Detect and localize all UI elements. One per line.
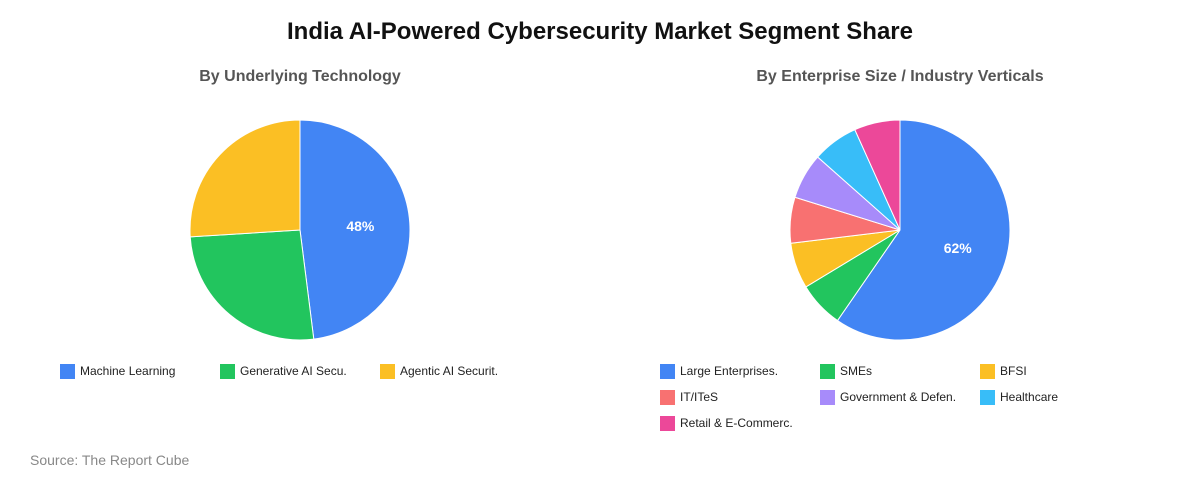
- pie-slice-0-2: [189, 119, 301, 238]
- legend-swatch: [60, 363, 75, 379]
- legend-technology: Machine Learning Generative AI Secu. Agent…: [60, 362, 580, 442]
- legend-label: Generative AI Secu.: [240, 364, 347, 378]
- page-title: India AI-Powered Cybersecurity Market Se…: [287, 18, 913, 45]
- pie-slice-1-0: [836, 119, 1011, 341]
- pie-slice-0-0: [299, 119, 411, 340]
- pie-slice-0-1: [189, 229, 315, 341]
- legend-item-0-1: Generative AI Secu.: [220, 362, 347, 380]
- pie-slice-1-6: [854, 119, 901, 231]
- legend-label: Government & Defen.: [840, 390, 957, 404]
- legend-item-1-5: Healthcare: [980, 388, 1058, 406]
- legend-label: SMEs: [840, 364, 873, 378]
- legend-swatch: [820, 389, 835, 405]
- pie-chart-enterprise: 62%: [789, 119, 1011, 341]
- legend-label: Large Enterprises.: [680, 364, 779, 378]
- legend-swatch: [980, 389, 995, 405]
- legend-item-0-2: Agentic AI Securit.: [380, 362, 498, 380]
- legend-label: Healthcare: [1000, 390, 1059, 404]
- legend-item-1-1: SMEs: [820, 362, 872, 380]
- legend-item-1-6: Retail & E-Commerc.: [660, 414, 793, 432]
- legend-label: Retail & E-Commerc.: [680, 416, 793, 430]
- data-label-0-0: 48%: [346, 218, 375, 234]
- chart-panel-enterprise: By Enterprise Size / Industry Verticals …: [600, 60, 1200, 440]
- legend-item-1-4: Government & Defen.: [820, 388, 956, 406]
- legend-label: BFSI: [1000, 364, 1027, 378]
- legend-swatch: [660, 363, 675, 379]
- chart-subtitle: By Underlying Technology: [199, 68, 401, 85]
- legend-swatch: [660, 389, 675, 405]
- legend-label: Agentic AI Securit.: [400, 364, 499, 378]
- chart-subtitle: By Enterprise Size / Industry Verticals: [756, 68, 1044, 85]
- chart-panel-technology: By Underlying Technology 48% Machine Lea…: [0, 60, 600, 440]
- legend-swatch: [380, 363, 395, 379]
- legend-swatch: [660, 415, 675, 431]
- legend-swatch: [980, 363, 995, 379]
- legend-item-1-0: Large Enterprises.: [660, 362, 778, 380]
- legend-item-1-3: IT/ITeS: [660, 388, 718, 406]
- legend-item-0-0: Machine Learning: [60, 362, 175, 380]
- source-note: Source: The Report Cube: [30, 452, 190, 468]
- pie-chart-technology: 48%: [189, 119, 411, 341]
- legend-swatch: [820, 363, 835, 379]
- legend-label: Machine Learning: [80, 364, 176, 378]
- legend-swatch: [220, 363, 235, 379]
- legend-item-1-2: BFSI: [980, 362, 1027, 380]
- legend-enterprise: Large Enterprises. SMEs BFSI IT/ITeS Governm…: [660, 362, 1180, 442]
- data-label-1-0: 62%: [944, 240, 973, 256]
- legend-label: IT/ITeS: [680, 390, 719, 404]
